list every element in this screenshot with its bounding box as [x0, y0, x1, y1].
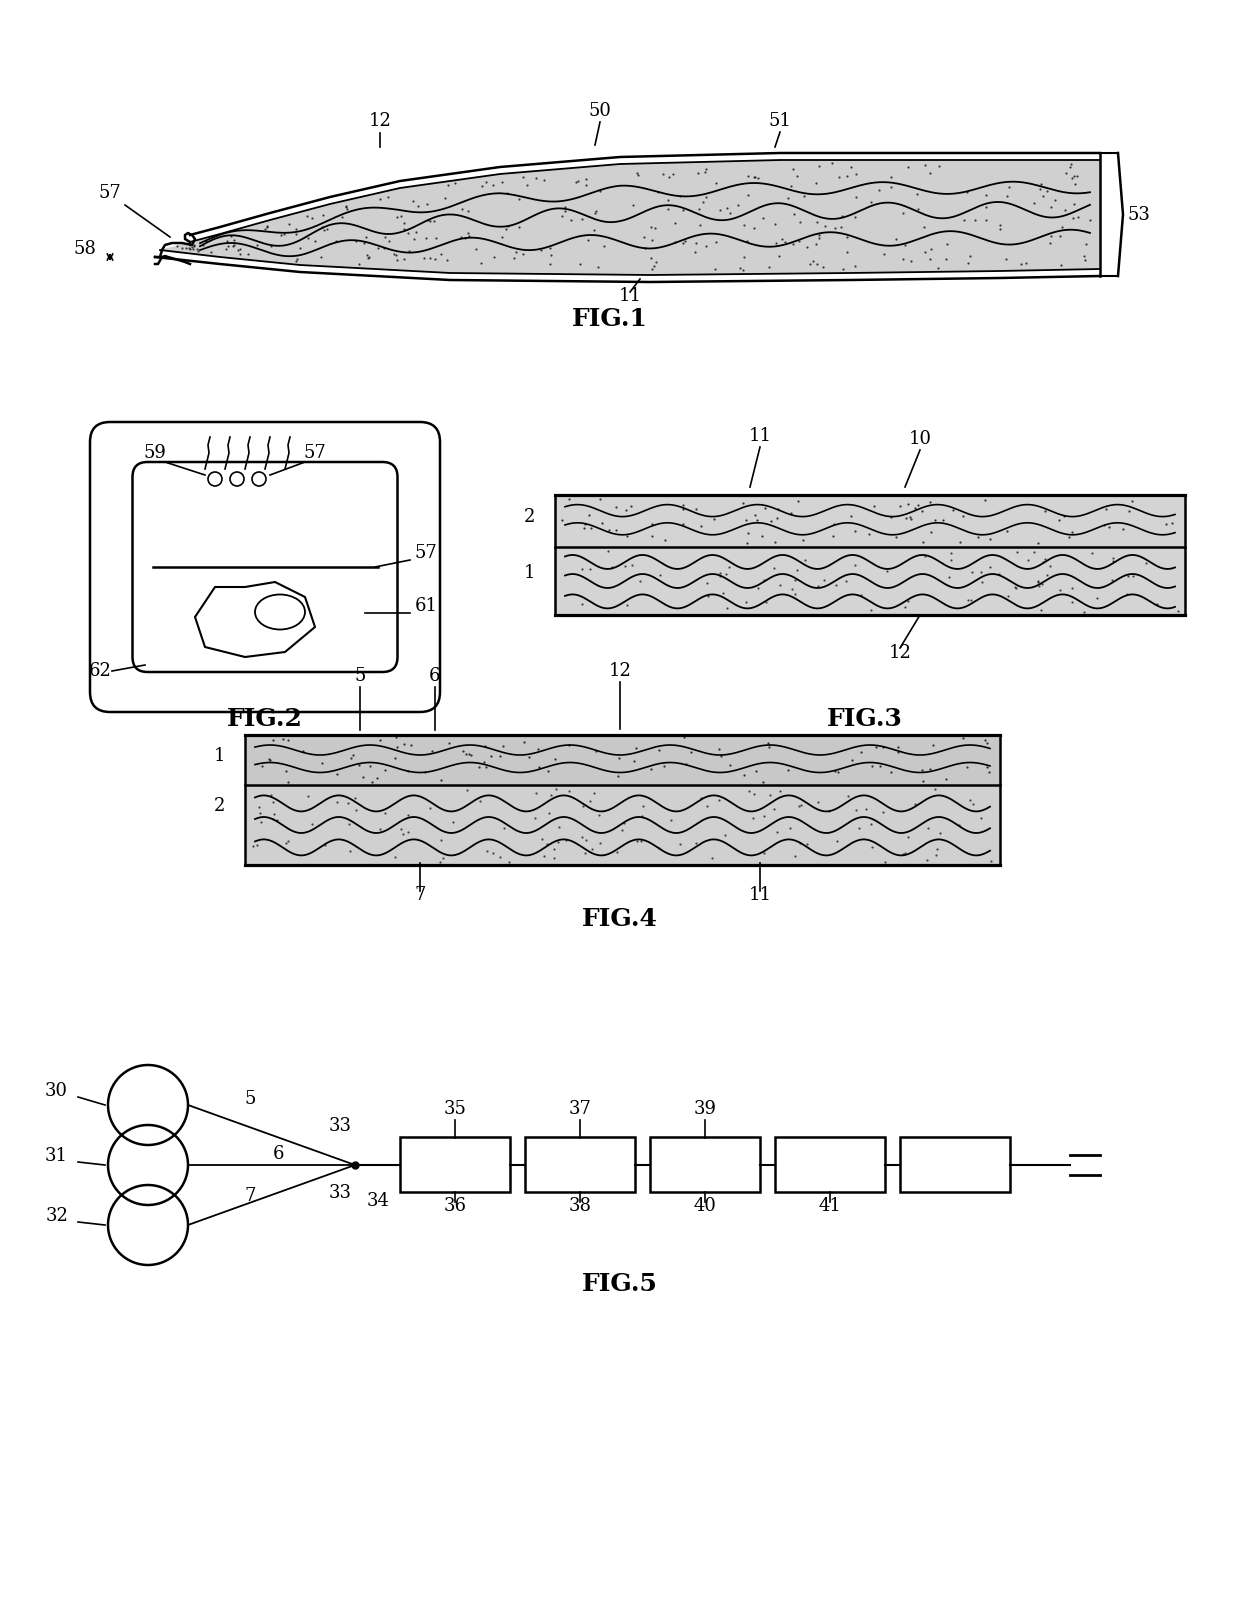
Text: 34: 34 [367, 1191, 389, 1209]
Text: FIG.5: FIG.5 [582, 1271, 658, 1295]
Polygon shape [246, 785, 999, 865]
Text: 11: 11 [749, 886, 771, 904]
Text: 31: 31 [45, 1146, 68, 1164]
Polygon shape [195, 583, 315, 658]
Text: 6: 6 [273, 1144, 284, 1162]
Text: 41: 41 [818, 1196, 842, 1215]
Bar [525, 1138, 635, 1193]
Polygon shape [556, 496, 1185, 547]
Ellipse shape [255, 595, 305, 631]
Text: 57: 57 [304, 443, 326, 462]
Text: 35: 35 [444, 1099, 466, 1117]
Text: 33: 33 [329, 1183, 351, 1201]
Text: 59: 59 [144, 443, 166, 462]
Text: 32: 32 [45, 1207, 68, 1225]
Text: FIG.1: FIG.1 [572, 307, 649, 331]
Polygon shape [556, 547, 1185, 616]
Bar [900, 1138, 1011, 1193]
Text: FIG.4: FIG.4 [582, 907, 658, 931]
Text: 7: 7 [244, 1186, 255, 1204]
Text: 2: 2 [213, 796, 224, 814]
Text: 37: 37 [569, 1099, 591, 1117]
Text: 57: 57 [99, 185, 122, 202]
Polygon shape [246, 735, 999, 785]
FancyBboxPatch shape [91, 422, 440, 713]
Polygon shape [160, 160, 1100, 276]
Text: 40: 40 [693, 1196, 717, 1215]
Bar [401, 1138, 510, 1193]
Text: 62: 62 [88, 661, 112, 679]
Text: 12: 12 [368, 112, 392, 130]
Text: 33: 33 [329, 1117, 351, 1135]
Text: 57: 57 [415, 544, 438, 562]
Text: 6: 6 [429, 666, 440, 685]
Text: 10: 10 [909, 430, 931, 448]
Text: 51: 51 [769, 112, 791, 130]
Text: 5: 5 [244, 1090, 255, 1107]
Text: 30: 30 [45, 1082, 68, 1099]
Text: 5: 5 [355, 666, 366, 685]
Text: 11: 11 [619, 287, 641, 305]
Text: 1: 1 [523, 563, 534, 581]
Text: 7: 7 [414, 886, 425, 904]
Bar [650, 1138, 760, 1193]
FancyBboxPatch shape [133, 462, 398, 672]
Text: 58: 58 [73, 239, 97, 258]
Text: 11: 11 [749, 427, 771, 445]
Bar [775, 1138, 885, 1193]
Text: 53: 53 [1128, 207, 1151, 225]
Text: 38: 38 [568, 1196, 591, 1215]
Text: 12: 12 [609, 661, 631, 679]
Text: 1: 1 [213, 746, 224, 764]
Text: 61: 61 [415, 597, 438, 615]
Text: 39: 39 [693, 1099, 717, 1117]
Text: 2: 2 [523, 507, 534, 526]
Text: 36: 36 [444, 1196, 466, 1215]
Text: FIG.2: FIG.2 [227, 706, 303, 730]
Text: 50: 50 [589, 103, 611, 120]
Text: 12: 12 [889, 644, 911, 661]
Text: FIG.3: FIG.3 [827, 706, 903, 730]
